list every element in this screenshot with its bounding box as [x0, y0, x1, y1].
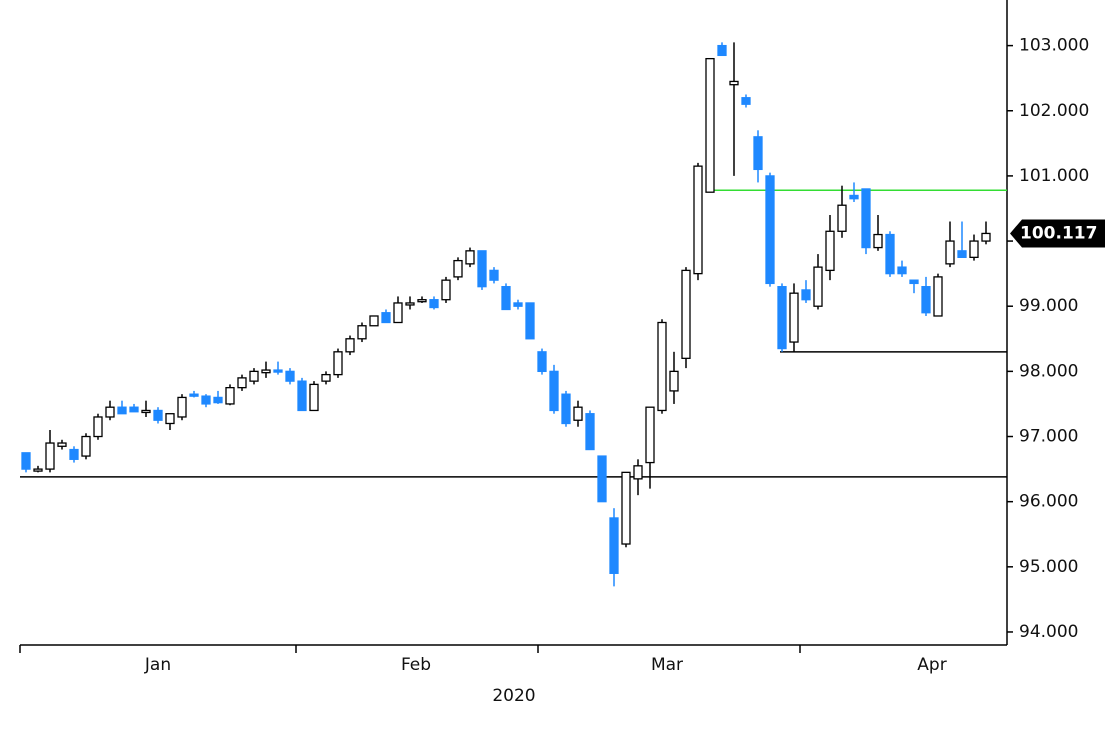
- candle-body: [957, 250, 967, 258]
- candle-body: [849, 194, 859, 200]
- candle-body: [201, 395, 211, 405]
- candle-body: [609, 517, 619, 574]
- y-tick-label: 101.000: [1019, 166, 1089, 186]
- candle-body: [93, 416, 103, 438]
- candle-body: [381, 312, 391, 324]
- candle-body: [921, 286, 931, 314]
- y-tick-label: 99.000: [1019, 296, 1078, 316]
- candle-body: [525, 302, 535, 340]
- candle-body: [321, 373, 331, 382]
- y-tick-label: 97.000: [1019, 427, 1078, 447]
- candle-body: [717, 44, 727, 57]
- candle-body: [933, 276, 943, 317]
- candle-body: [669, 370, 679, 392]
- last-price-tag: [1010, 219, 1105, 248]
- candle-body: [429, 299, 439, 309]
- x-group-label: 2020: [492, 686, 535, 706]
- candle-body: [621, 471, 631, 545]
- y-tick-label: 96.000: [1019, 492, 1078, 512]
- candle-body: [477, 250, 487, 288]
- candle-body: [873, 233, 883, 249]
- candle-body: [81, 435, 91, 457]
- candle-body: [45, 442, 55, 470]
- candle-body: [309, 383, 319, 412]
- candle-body: [261, 369, 271, 374]
- candle-body: [33, 468, 43, 472]
- candle-body: [885, 233, 895, 275]
- candle-body: [465, 250, 475, 265]
- candle-body: [105, 406, 115, 418]
- y-tick-label: 94.000: [1019, 622, 1078, 642]
- candle-body: [393, 302, 403, 324]
- last-price-label: 100.117: [1020, 223, 1097, 243]
- candle-body: [945, 240, 955, 265]
- candle-body: [297, 380, 307, 412]
- candle-body: [837, 204, 847, 232]
- candle-body: [537, 351, 547, 373]
- candle-body: [249, 370, 259, 382]
- candle-body: [645, 406, 655, 464]
- candle-body: [765, 175, 775, 285]
- y-tick-label: 98.000: [1019, 361, 1078, 381]
- candle-body: [777, 286, 787, 350]
- candle-body: [861, 188, 871, 249]
- candle-body: [513, 302, 523, 307]
- candle-body: [693, 165, 703, 275]
- candle-body: [189, 393, 199, 397]
- candle-body: [285, 370, 295, 382]
- candle-body: [405, 302, 415, 306]
- candle-body: [681, 269, 691, 359]
- candle-body: [969, 240, 979, 258]
- candle-body: [129, 406, 139, 413]
- candle-body: [573, 406, 583, 421]
- x-tick-label: Feb: [401, 655, 431, 675]
- candle-body: [549, 370, 559, 412]
- candle-body: [141, 409, 151, 414]
- candle-body: [369, 315, 379, 327]
- candle-body: [741, 97, 751, 105]
- candle-body: [897, 266, 907, 275]
- candle-body: [57, 442, 67, 447]
- candle-body: [561, 393, 571, 425]
- candle-body: [165, 413, 175, 425]
- candle-body: [657, 321, 667, 412]
- candle-body: [345, 338, 355, 353]
- candle-body: [441, 279, 451, 301]
- candle-body: [333, 351, 343, 376]
- candle-body: [153, 409, 163, 421]
- candle-body: [357, 325, 367, 340]
- candle-body: [633, 465, 643, 480]
- candle-body: [753, 136, 763, 171]
- candle-body: [597, 455, 607, 503]
- candle-body: [501, 286, 511, 311]
- y-tick-label: 102.000: [1019, 101, 1089, 121]
- candle-body: [705, 57, 715, 193]
- candle-body: [729, 80, 739, 86]
- candle-body: [801, 289, 811, 301]
- candle-body: [453, 259, 463, 278]
- candle-body: [585, 413, 595, 451]
- candle-body: [273, 369, 283, 373]
- candle-body: [417, 299, 427, 303]
- candle-body: [21, 452, 31, 470]
- candle-body: [117, 406, 127, 415]
- candle-body: [909, 279, 919, 285]
- candle-body: [237, 377, 247, 389]
- candle-body: [177, 396, 187, 418]
- candle-body: [825, 230, 835, 272]
- x-tick-label: Jan: [144, 655, 171, 675]
- candle-body: [789, 292, 799, 343]
- candle-body: [69, 448, 79, 460]
- candle-body: [489, 269, 499, 281]
- candle-body: [213, 396, 223, 404]
- candle-body: [813, 266, 823, 307]
- y-tick-label: 95.000: [1019, 557, 1078, 577]
- x-tick-label: Mar: [651, 655, 683, 675]
- candle-body: [981, 232, 991, 242]
- candle-body: [225, 387, 235, 405]
- y-tick-label: 103.000: [1019, 36, 1089, 56]
- x-tick-label: Apr: [917, 655, 946, 675]
